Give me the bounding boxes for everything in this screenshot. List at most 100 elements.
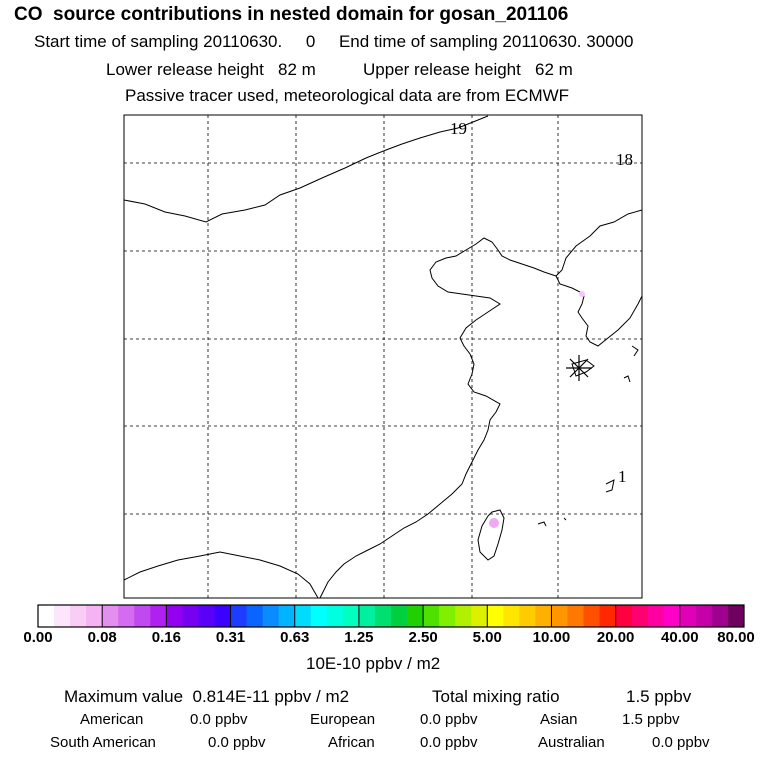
colorbar-cell (535, 605, 552, 627)
colorbar-cell (471, 605, 488, 627)
chart-title: CO source contributions in nested domain… (14, 4, 569, 25)
colorbar-cell (551, 605, 568, 627)
colorbar-cell (711, 605, 729, 627)
colorbar-cell (230, 605, 247, 627)
colorbar-tick-label: 40.00 (661, 629, 699, 646)
coastline-path (605, 479, 615, 493)
colorbar-cell (54, 605, 71, 627)
colorbar-cell (118, 605, 135, 627)
colorbar-cell (647, 605, 665, 627)
colorbar-cell (695, 605, 713, 627)
max-value-label: Maximum value (64, 687, 184, 706)
colorbar-cell (134, 605, 151, 627)
contour-label: 1 (618, 467, 627, 486)
region-value: 0.0 ppbv (208, 734, 266, 751)
border-line (555, 209, 643, 277)
colorbar-cell (246, 605, 264, 627)
region-value: 0.0 ppbv (420, 711, 478, 728)
map-frame (123, 114, 643, 599)
colorbar-cell (615, 605, 633, 627)
colorbar-tick-label: 20.00 (596, 629, 635, 646)
colorbar-cell (310, 605, 328, 627)
colorbar-cell (278, 605, 296, 627)
colorbar-cell (182, 605, 199, 627)
colorbar-cell (727, 605, 745, 627)
colorbar-cell (262, 605, 280, 627)
start-time-label: Start time of sampling (34, 32, 199, 51)
coastline-path (123, 551, 319, 599)
colorbar-cell (423, 605, 440, 627)
colorbar-cell (150, 605, 167, 627)
colorbar-tick-label: 0.08 (87, 629, 117, 646)
colorbar-cell (70, 605, 87, 627)
lower-release-label: Lower release height (106, 60, 264, 79)
receptor-stroke (569, 358, 589, 378)
colorbar-cell (583, 605, 600, 627)
region-name: South American (50, 734, 156, 751)
border-line (123, 115, 489, 223)
colorbar-tick-label: 5.00 (472, 629, 502, 646)
colorbar-cell (326, 605, 344, 627)
colorbar-cells (38, 605, 745, 627)
region-name: African (328, 734, 375, 751)
end-time-label: End time of sampling (338, 32, 498, 51)
upper-release-label: Upper release height (363, 60, 521, 79)
coastline-path (537, 521, 547, 527)
total-mixing-label: Total mixing ratio (432, 687, 560, 706)
start-time-value: 20110630. 0 (203, 32, 316, 51)
coastline-path (477, 509, 505, 561)
grid-lines (124, 115, 642, 598)
region-value: 0.0 ppbv (652, 734, 710, 751)
colorbar-cell (294, 605, 312, 627)
colorbar-tick-label: 80.00 (717, 629, 755, 646)
contour-label: 18 (616, 150, 633, 169)
colorbar-cell (631, 605, 649, 627)
region-name: Asian (540, 711, 578, 728)
colorbar-cell (679, 605, 697, 627)
release-heights-line: Lower release height 82 m Upper release … (106, 60, 573, 80)
region-name: American (80, 711, 144, 728)
colorbar-tick-label: 0.31 (215, 629, 246, 646)
colorbar-cell (487, 605, 504, 627)
receptor-marker (566, 355, 592, 381)
end-time-value: 20110630. 30000 (502, 32, 634, 51)
colorbar-cell (391, 605, 408, 627)
colorbar-cell (38, 605, 55, 627)
colorbar-cell (342, 605, 360, 627)
colorbar-tick-label: 0.16 (151, 629, 181, 646)
colorbar-cell (519, 605, 536, 627)
colorbar-unit: 10E-10 ppbv / m2 (306, 654, 441, 673)
colorbar-cell (663, 605, 681, 627)
lower-release-value: 82 m (278, 60, 316, 79)
sampling-times-line: Start time of sampling 20110630. 0 End t… (34, 32, 634, 52)
colorbar-cell (102, 605, 119, 627)
total-mixing-value: 1.5 ppbv (626, 687, 692, 706)
coastlines (123, 115, 643, 599)
coastline-path (631, 345, 639, 357)
hotspot-taiwan (489, 518, 499, 528)
region-name: Australian (538, 734, 605, 751)
colorbar-tick-label: 10.00 (532, 629, 571, 646)
colorbar-cell (214, 605, 231, 627)
colorbar-cell (358, 605, 376, 627)
region-value: 0.0 ppbv (190, 711, 248, 728)
contour-label: 19 (450, 119, 467, 138)
colorbar-cell (503, 605, 520, 627)
colorbar-cell (439, 605, 456, 627)
max-value: 0.814E-11 ppbv / m2 (192, 687, 350, 706)
colorbar-cell (166, 605, 183, 627)
coastline-path (571, 359, 595, 377)
colorbar-cell (455, 605, 472, 627)
colorbar-cell (374, 605, 392, 627)
region-value: 0.0 ppbv (420, 734, 478, 751)
colorbar-frame (37, 604, 745, 628)
region-value: 1.5 ppbv (622, 711, 680, 728)
hotspot-fill (579, 291, 585, 297)
coastline-path (623, 375, 631, 383)
upper-release-value: 62 m (535, 60, 573, 79)
colorbar-cell (86, 605, 103, 627)
coastline-path (563, 517, 567, 521)
coastline-path (319, 237, 557, 599)
max-value-line: Maximum value 0.814E-11 ppbv / m2 (64, 687, 349, 707)
